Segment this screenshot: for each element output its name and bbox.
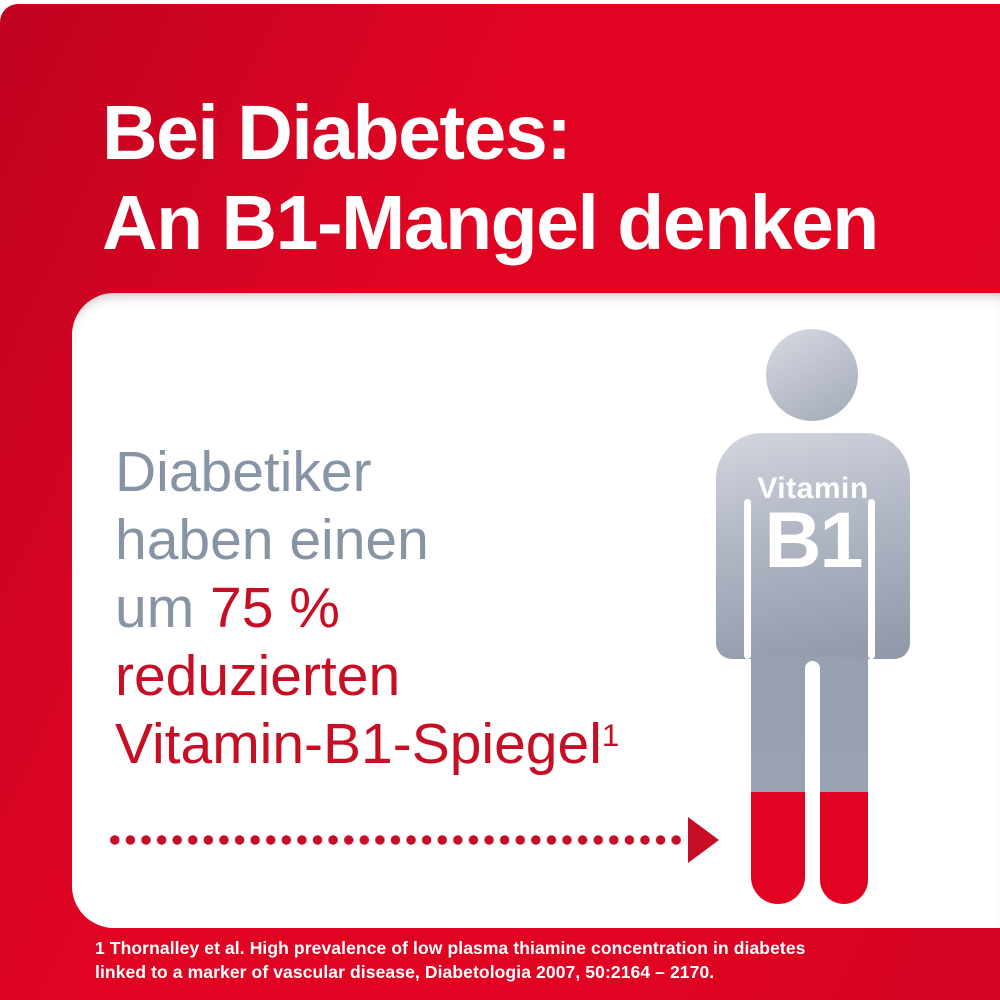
figure-leg-right-red-level (820, 792, 868, 904)
footnote: 1 Thornalley et al. High prevalence of l… (95, 936, 806, 984)
vitamin-label-text: Vitamin (757, 472, 869, 505)
body-line-3-prefix: um (115, 576, 211, 640)
headline: Bei Diabetes: An B1-Mangel denken (102, 88, 879, 268)
headline-line-2: An B1-Mangel denken (102, 180, 879, 266)
footnote-line-2: linked to a marker of vascular disease, … (95, 962, 715, 982)
body-line-1: Diabetiker (115, 440, 372, 504)
figure-leg-left-red-level (751, 792, 805, 904)
body-line-3: um 75 % (115, 574, 619, 642)
figure-arm-separator-left (744, 499, 751, 659)
figure-head (766, 329, 858, 421)
body-line-5: Vitamin-B1-Spiegel1 (115, 710, 619, 787)
footnote-marker: 1 (601, 717, 620, 753)
headline-line-1: Bei Diabetes: (102, 90, 572, 176)
figure-leg-gap (805, 661, 820, 792)
percentage-highlight: 75 % (210, 576, 340, 640)
figure-arm-separator-right (868, 499, 875, 659)
vitamin-b1-label: Vitamin B1 (716, 472, 910, 584)
body-line-4: reduzierten (115, 644, 401, 708)
arrow-right-icon (688, 817, 719, 863)
footnote-line-1: 1 Thornalley et al. High prevalence of l… (95, 938, 806, 958)
dotted-arrow-line (107, 834, 685, 846)
body-line-5-text: Vitamin-B1-Spiegel (115, 712, 602, 776)
body-text: Diabetiker haben einen um 75 % reduziert… (115, 438, 619, 787)
b1-label-text: B1 (764, 495, 864, 584)
body-line-2: haben einen (115, 508, 429, 572)
